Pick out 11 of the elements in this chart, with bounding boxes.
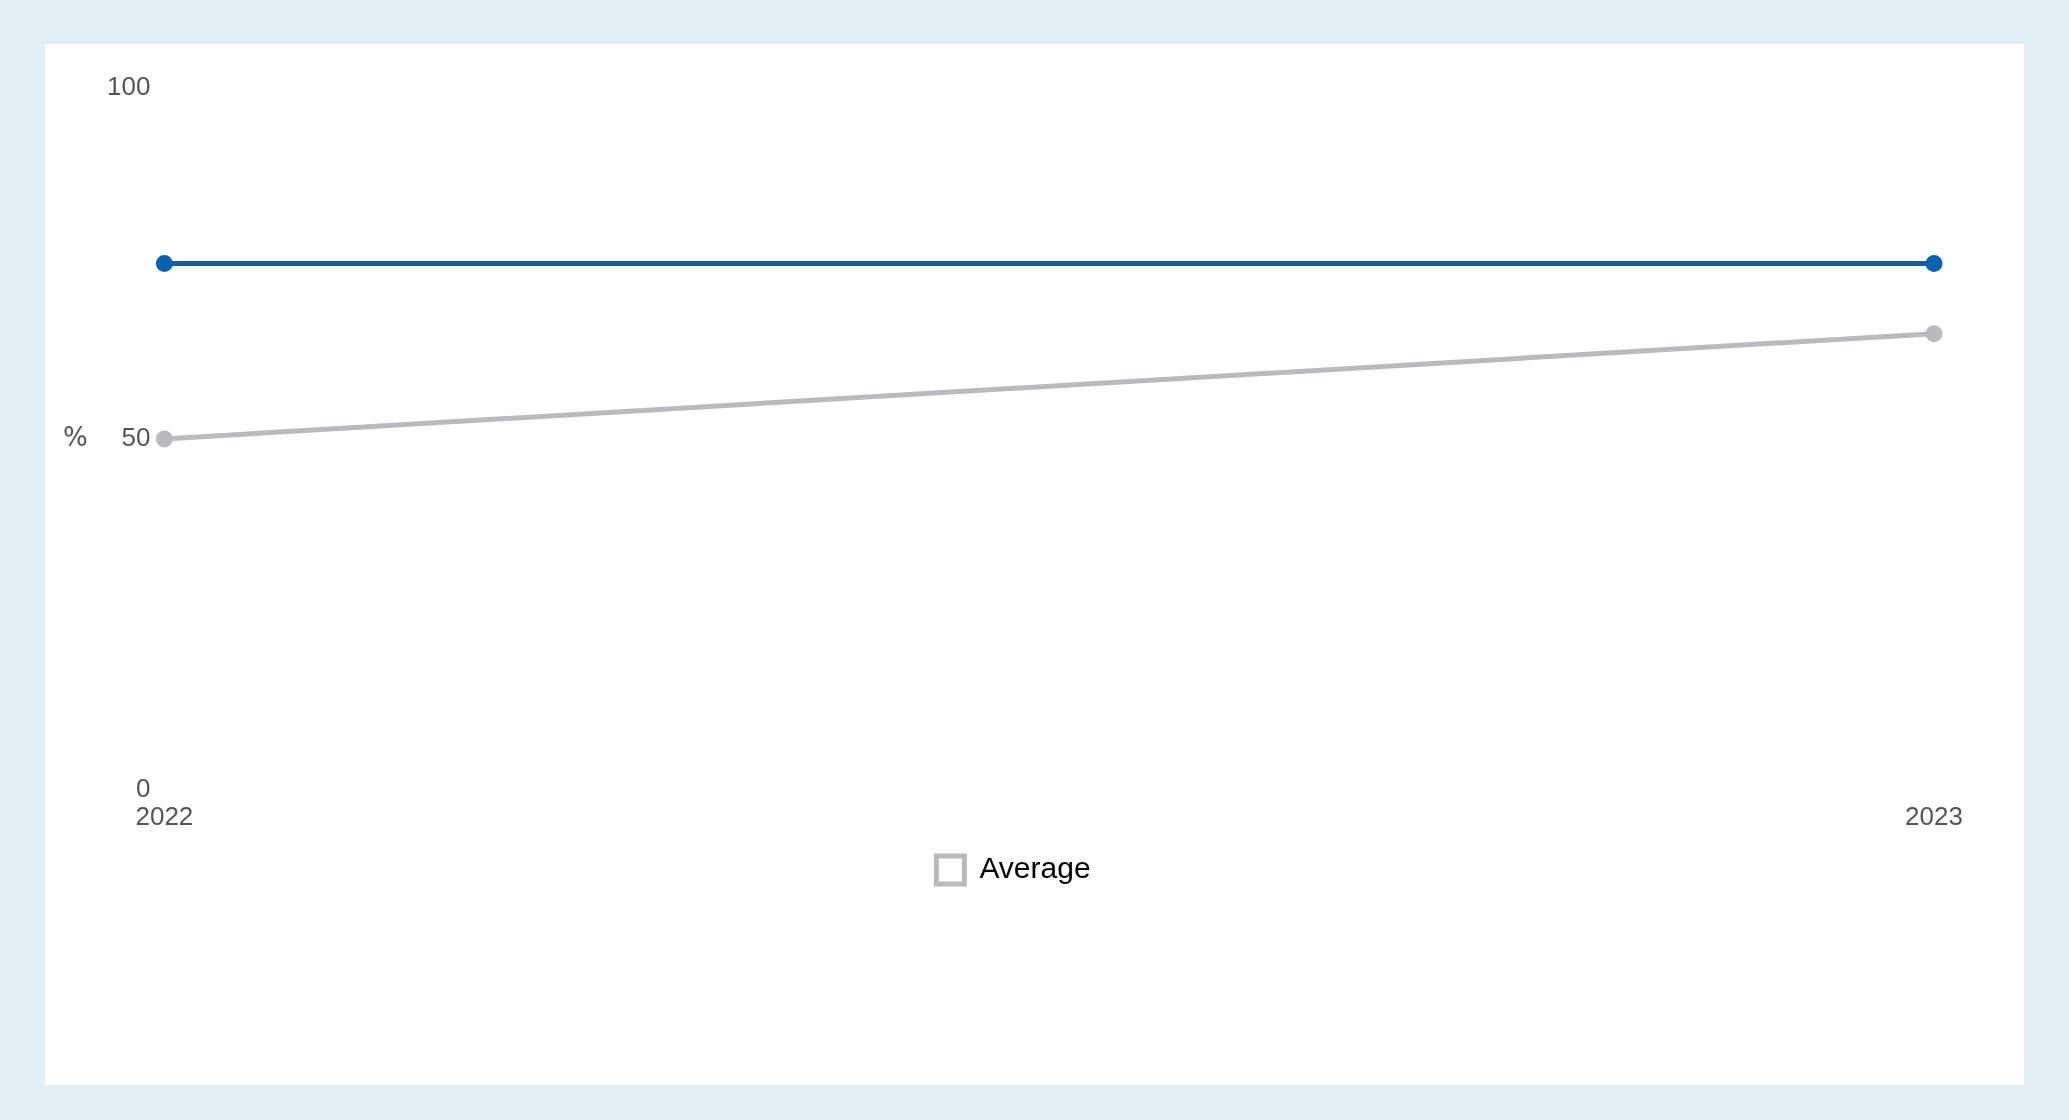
legend-label: Average	[979, 851, 1091, 885]
x-tick-label: 2022	[135, 800, 194, 831]
x-tick-label: 2023	[1905, 800, 1963, 831]
point	[155, 254, 173, 272]
y-axis-title: %	[63, 421, 88, 452]
y-tick-label: 0	[135, 772, 151, 803]
point	[155, 430, 173, 448]
point	[1925, 254, 1943, 272]
y-tick-label: 100	[106, 71, 151, 102]
y-tick-label: 50	[121, 422, 151, 453]
point	[1925, 325, 1943, 343]
